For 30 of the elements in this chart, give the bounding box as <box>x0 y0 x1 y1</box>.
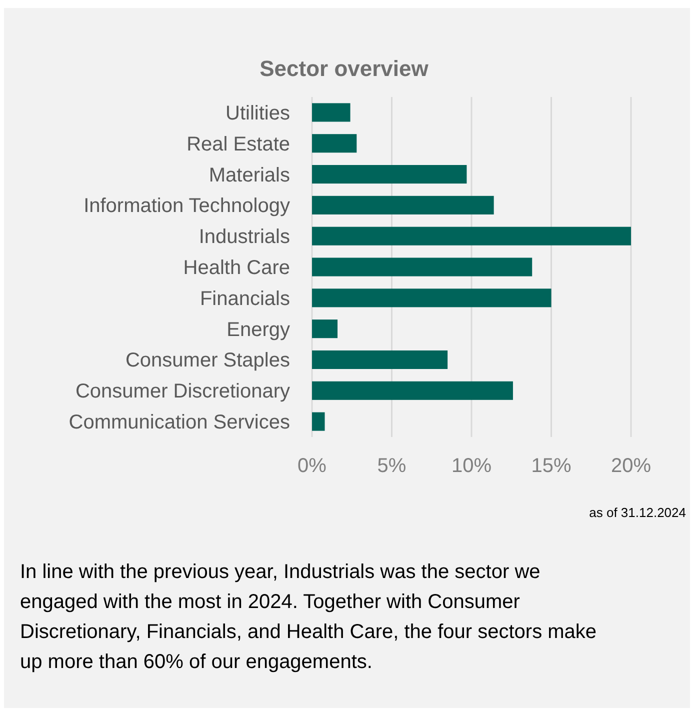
x-tick-label: 5% <box>377 455 406 477</box>
text: In line with the previous year, Industrials was the sector we engaged with the most in 2024. Together with Consumer Discretionary, Financials, and Health Care, the four sectors make up more than 60% of our engagements. <box>20 561 597 673</box>
chart-title: Sector overview <box>260 56 430 81</box>
bar <box>312 288 552 308</box>
bar <box>312 226 631 246</box>
y-tick-label: Industrials <box>198 226 290 248</box>
bar <box>312 412 325 431</box>
y-tick-label: Materials <box>208 164 290 186</box>
y-tick-label: Information Technology <box>84 195 290 218</box>
bar <box>312 103 350 122</box>
y-tick-label: Utilities <box>226 102 290 124</box>
bar <box>312 320 338 338</box>
bar <box>312 381 513 400</box>
bar <box>312 350 448 369</box>
y-tick-label: Communication Services <box>68 412 290 434</box>
bar <box>312 196 494 214</box>
bar <box>312 258 532 276</box>
y-tick-label: Real Estate <box>186 133 290 156</box>
y-tick-label: Financials <box>200 288 290 310</box>
y-tick-label: Consumer Discretionary <box>75 380 290 403</box>
text: as of 31.12.2024 <box>589 505 686 520</box>
y-tick-label: Health Care <box>183 257 290 279</box>
x-tick-label: 10% <box>451 455 492 477</box>
x-tick-label: 0% <box>298 455 327 477</box>
y-tick-label: Consumer Staples <box>125 350 290 372</box>
bar <box>312 165 467 184</box>
x-tick-label: 15% <box>531 455 572 477</box>
y-tick-label: Energy <box>226 318 290 341</box>
bar <box>312 134 357 153</box>
x-tick-label: 20% <box>610 455 652 477</box>
